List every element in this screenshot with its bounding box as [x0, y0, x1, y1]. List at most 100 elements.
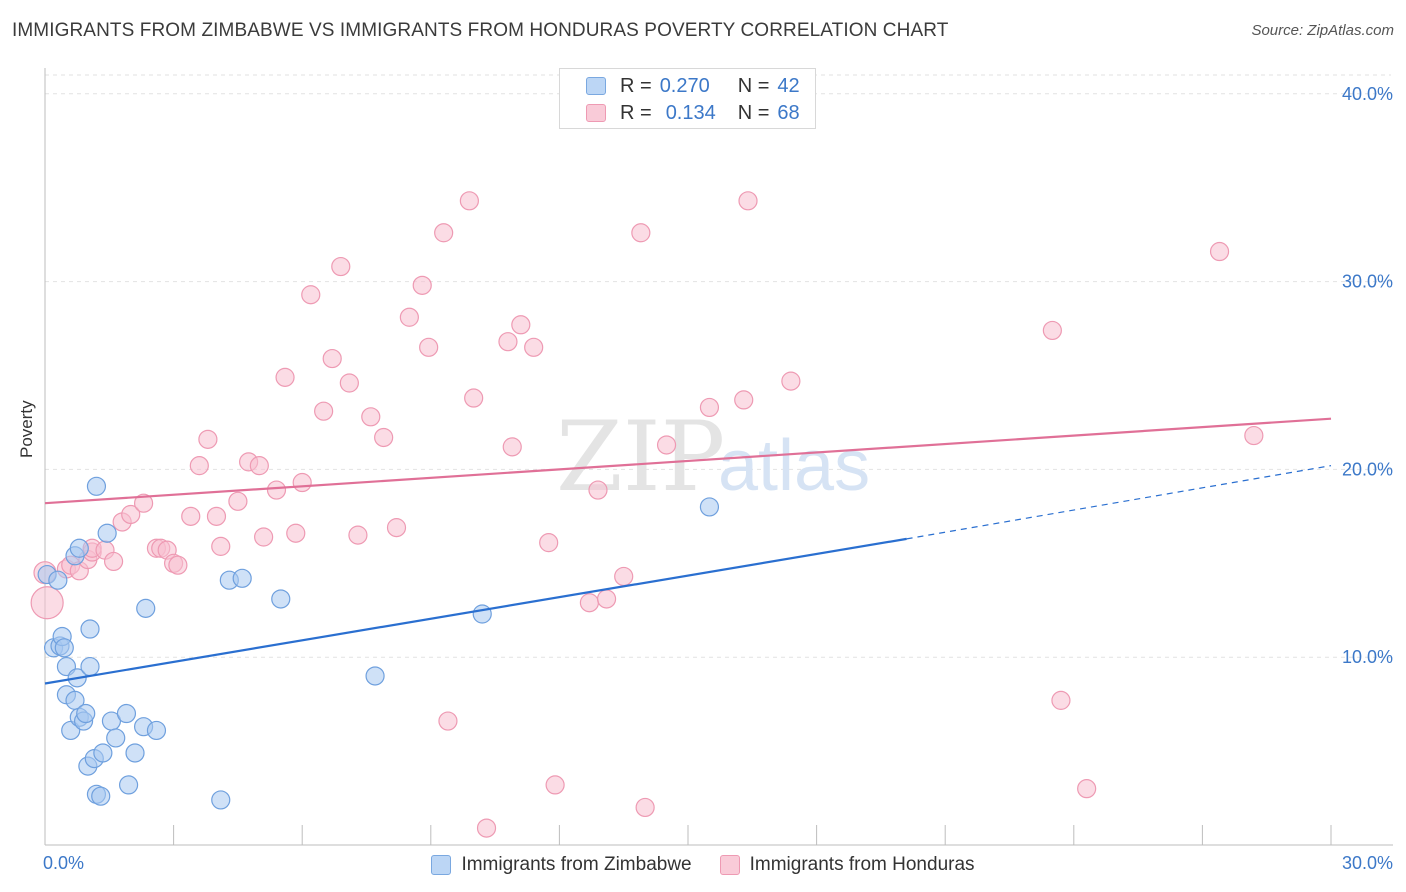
- honduras-point: [1051, 690, 1071, 710]
- honduras-point: [348, 525, 368, 545]
- honduras-point: [189, 456, 209, 476]
- watermark: ZIP atlas: [556, 401, 870, 513]
- y-tick-label: 40.0%: [1342, 84, 1393, 104]
- zimbabwe-point: [69, 538, 89, 558]
- zimbabwe-point: [211, 790, 231, 810]
- stats-row-zimbabwe: R = 0.270 N = 42: [586, 73, 800, 99]
- honduras-point: [614, 566, 634, 587]
- honduras-point: [30, 586, 64, 620]
- honduras-point: [339, 373, 359, 393]
- honduras-point: [292, 472, 312, 493]
- honduras-point: [198, 429, 218, 449]
- honduras-point: [545, 775, 565, 795]
- zimbabwe-legend-swatch: [431, 855, 452, 875]
- r-label: R =: [620, 74, 652, 97]
- y-tick-label: 20.0%: [1342, 459, 1393, 479]
- stats-legend: R = 0.270 N = 42 R = 0.134 N = 68: [559, 68, 816, 129]
- honduras-point: [1042, 320, 1062, 341]
- zimbabwe-point: [76, 703, 96, 724]
- honduras-point: [211, 536, 231, 556]
- zimbabwe-point: [80, 619, 100, 639]
- honduras-point: [361, 407, 381, 427]
- honduras-point: [502, 437, 522, 457]
- y-tick-label: 10.0%: [1342, 647, 1393, 667]
- honduras-point: [331, 256, 351, 277]
- honduras-point: [1077, 779, 1097, 799]
- zimbabwe-point: [54, 638, 74, 658]
- zimbabwe-trend-extension: [906, 465, 1332, 540]
- honduras-point: [1244, 425, 1264, 446]
- honduras-point: [286, 523, 306, 543]
- honduras-point: [476, 818, 497, 838]
- honduras-point: [635, 797, 655, 818]
- honduras-point: [412, 275, 432, 295]
- zimbabwe-point: [80, 656, 100, 677]
- zimbabwe-point: [86, 476, 107, 496]
- honduras-point: [438, 711, 458, 731]
- zimbabwe-point: [472, 604, 492, 624]
- x-tick-label: 0.0%: [43, 853, 84, 873]
- honduras-point: [579, 593, 600, 613]
- honduras-point: [168, 555, 188, 575]
- honduras-point: [374, 427, 394, 448]
- honduras-point: [656, 435, 677, 455]
- y-tick-label: 30.0%: [1342, 272, 1393, 292]
- zimbabwe-point: [271, 589, 291, 609]
- honduras-point: [781, 371, 801, 391]
- honduras-point: [498, 332, 518, 352]
- honduras-point: [133, 493, 154, 513]
- chart-title: IMMIGRANTS FROM ZIMBABWE VS IMMIGRANTS F…: [12, 20, 949, 41]
- honduras-point: [206, 506, 227, 526]
- honduras-point: [631, 223, 651, 243]
- honduras-point: [464, 388, 484, 408]
- r-label: R =: [620, 101, 652, 124]
- honduras-point: [386, 518, 407, 538]
- honduras-point: [314, 401, 334, 421]
- zimbabwe-point: [699, 497, 720, 517]
- zimbabwe-point: [48, 570, 68, 590]
- honduras-point: [275, 367, 295, 387]
- honduras-point: [699, 397, 720, 418]
- honduras-point: [588, 480, 608, 500]
- honduras-point: [419, 337, 439, 357]
- honduras-point: [524, 337, 544, 357]
- r-value: 0.134: [665, 101, 716, 124]
- honduras-point: [181, 506, 201, 526]
- n-value: 42: [777, 74, 800, 97]
- honduras-point: [511, 315, 531, 335]
- honduras-trend-line: [44, 417, 1332, 505]
- legend-item-honduras: Immigrants from Honduras: [719, 854, 975, 876]
- honduras-point: [322, 348, 342, 369]
- r-value: 0.270: [659, 74, 710, 97]
- zimbabwe-point: [232, 568, 252, 588]
- honduras-point: [434, 223, 454, 243]
- honduras-point: [596, 589, 617, 609]
- series-zimbabwe-points: [37, 476, 720, 810]
- zimbabwe-trend-line: [44, 537, 907, 685]
- legend-item-zimbabwe: Immigrants from Zimbabwe: [431, 854, 692, 876]
- zimbabwe-point: [146, 720, 167, 741]
- tick-labels: 10.0% 20.0% 30.0% 40.0% 0.0% 30.0%: [43, 84, 1393, 873]
- zimbabwe-point: [93, 743, 113, 763]
- zimbabwe-point: [97, 523, 117, 543]
- honduras-point: [103, 551, 124, 572]
- n-label: N =: [737, 101, 770, 124]
- n-label: N =: [737, 74, 770, 97]
- honduras-legend-swatch: [719, 855, 740, 875]
- honduras-point: [249, 456, 269, 476]
- x-tick-label: 30.0%: [1342, 853, 1393, 873]
- zimbabwe-point: [116, 703, 137, 724]
- honduras-point: [734, 390, 754, 410]
- legend-label-honduras: Immigrants from Honduras: [749, 854, 975, 875]
- zimbabwe-point: [118, 775, 139, 795]
- axis-layer: [44, 68, 1393, 846]
- honduras-point: [254, 527, 274, 547]
- source-label: Source: ZipAtlas.com: [1251, 22, 1394, 39]
- honduras-point: [301, 285, 321, 305]
- honduras-point: [266, 480, 287, 500]
- watermark-zip: ZIP: [556, 401, 725, 513]
- zimbabwe-point: [106, 728, 126, 748]
- zimbabwe-point: [125, 743, 145, 763]
- series-honduras-points: [30, 191, 1264, 838]
